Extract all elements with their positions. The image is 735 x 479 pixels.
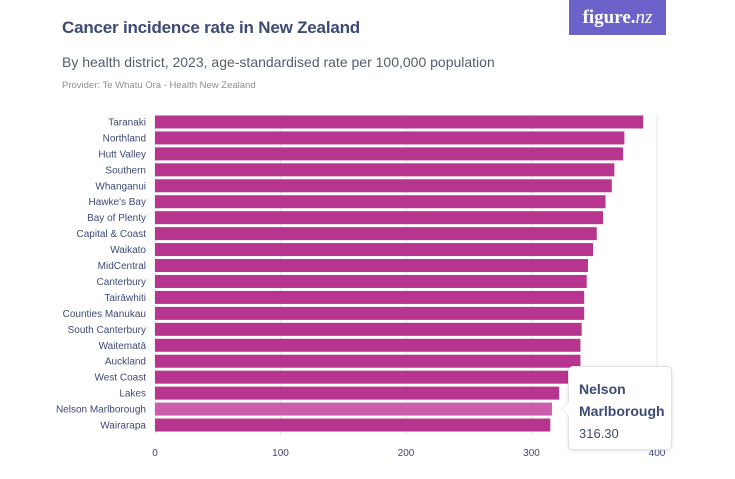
logo-text-accent: nz	[635, 6, 653, 28]
bar	[155, 195, 606, 209]
bar	[155, 179, 612, 193]
bar	[155, 370, 578, 384]
category-label: Whanganui	[95, 181, 146, 192]
tooltip-value: 316.30	[579, 426, 619, 441]
category-label: MidCentral	[98, 261, 146, 272]
bar	[155, 402, 552, 416]
category-label: Capital & Coast	[77, 229, 147, 240]
category-label: Hutt Valley	[98, 149, 146, 160]
x-tick-label: 400	[649, 448, 666, 459]
bar	[155, 338, 581, 352]
bar	[155, 227, 597, 241]
x-tick-label: 0	[152, 448, 158, 459]
bar	[155, 163, 615, 177]
category-label: Waikato	[110, 245, 146, 256]
bar	[155, 386, 560, 400]
category-label: Northland	[103, 133, 146, 144]
chart-title: Cancer incidence rate in New Zealand	[62, 18, 360, 37]
category-label: Tairāwhiti	[104, 293, 146, 304]
bar	[155, 147, 624, 161]
provider-note: Provider: Te Whatu Ora - Health New Zeal…	[62, 80, 256, 91]
category-label: Canterbury	[97, 277, 146, 288]
bar	[155, 259, 588, 273]
category-label: Wairarapa	[100, 421, 146, 432]
category-label: Counties Manukau	[63, 309, 146, 320]
logo-text-main: figure.	[582, 6, 636, 28]
category-label: Hawke's Bay	[89, 197, 147, 208]
x-tick-label: 300	[523, 448, 540, 459]
bar	[155, 290, 585, 304]
category-label: Taranaki	[108, 117, 146, 128]
data-tooltip: Nelson Marlborough 316.30	[561, 366, 672, 450]
category-label: West Coast	[95, 373, 147, 384]
category-label: Lakes	[119, 389, 146, 400]
figure-nz-logo[interactable]: figure. nz	[569, 0, 666, 35]
x-tick-label: 100	[272, 448, 289, 459]
bar	[155, 131, 625, 145]
category-label: Southern	[105, 165, 146, 176]
category-label: Bay of Plenty	[87, 213, 146, 224]
category-label: Nelson Marlborough	[56, 405, 146, 416]
category-label: South Canterbury	[68, 325, 146, 336]
category-label: Waitematā	[99, 341, 147, 352]
bar	[155, 211, 604, 225]
category-label: Auckland	[105, 357, 146, 368]
bar	[155, 274, 587, 288]
chart-subtitle: By health district, 2023, age-standardis…	[62, 54, 495, 70]
x-tick-label: 200	[398, 448, 415, 459]
bar	[155, 354, 581, 368]
bar	[155, 418, 551, 432]
bar	[155, 322, 582, 336]
bar	[155, 306, 585, 320]
tooltip-name: Nelson Marlborough	[579, 381, 665, 419]
bar	[155, 115, 644, 129]
bar	[155, 243, 593, 257]
